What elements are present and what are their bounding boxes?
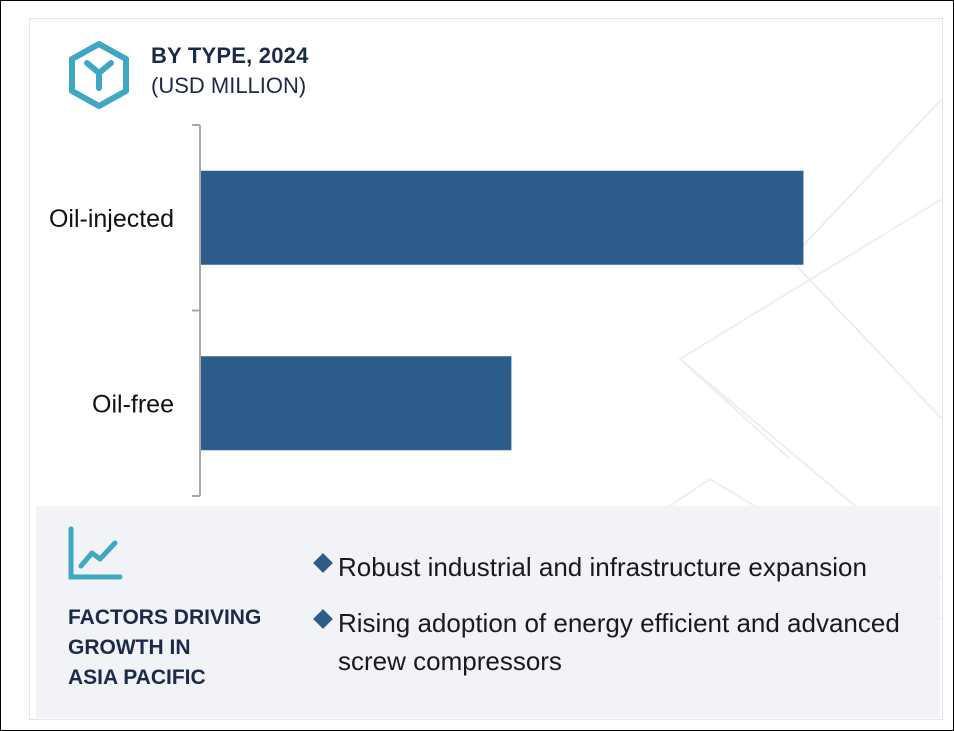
factors-title: FACTORS DRIVING GROWTH IN ASIA PACIFIC xyxy=(68,603,308,693)
bar-chart: Oil-injected Oil-free xyxy=(49,124,804,497)
factor-item: Rising adoption of energy efficient and … xyxy=(304,604,934,680)
factor-list: Robust industrial and infrastructure exp… xyxy=(304,548,934,698)
bar-oil-injected xyxy=(200,170,804,265)
factor-item: Robust industrial and infrastructure exp… xyxy=(304,548,934,586)
factors-title-line: GROWTH IN xyxy=(68,636,191,659)
chart-subtitle: (USD MILLION) xyxy=(151,73,307,98)
chart-title: BY TYPE, 2024 xyxy=(151,43,309,68)
category-label: Oil-injected xyxy=(49,205,174,233)
factors-panel: FACTORS DRIVING GROWTH IN ASIA PACIFIC R… xyxy=(36,506,940,718)
trend-chart-icon xyxy=(68,526,123,580)
factor-text: Robust industrial and infrastructure exp… xyxy=(338,552,867,582)
hexagon-y-icon xyxy=(69,41,129,109)
category-label: Oil-free xyxy=(92,390,174,418)
diamond-bullet-icon xyxy=(313,609,333,629)
bar-oil-free xyxy=(200,356,512,451)
factor-text: Rising adoption of energy efficient and … xyxy=(338,608,900,676)
infographic-card: BY TYPE, 2024 (USD MILLION) Oil-injected… xyxy=(29,18,943,720)
factors-title-line: FACTORS DRIVING xyxy=(68,606,262,629)
diamond-bullet-icon xyxy=(313,553,333,573)
factors-title-line: ASIA PACIFIC xyxy=(68,666,206,689)
